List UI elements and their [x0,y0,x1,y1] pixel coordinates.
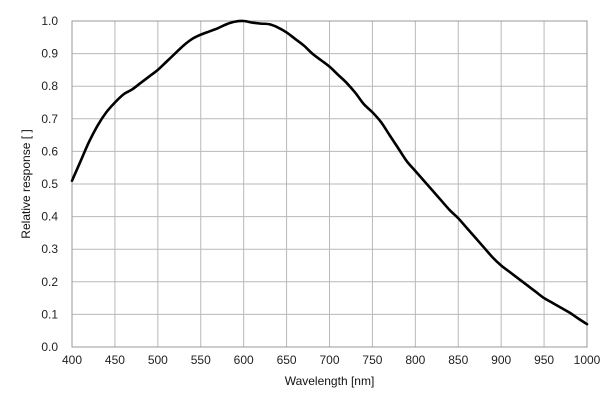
y-tick-label: 0.3 [41,242,58,256]
y-tick-label: 0.7 [41,112,58,126]
y-tick-label: 0.2 [41,275,58,289]
x-tick-label: 450 [105,353,125,367]
y-tick-label: 0.1 [41,307,58,321]
x-tick-label: 850 [448,353,468,367]
y-axis-title: Relative response [ ] [19,129,33,238]
x-tick-label: 950 [534,353,554,367]
x-axis-title: Wavelength [nm] [285,374,375,388]
grid-lines [71,20,588,348]
y-tick-label: 0.8 [41,79,58,93]
y-tick-label: 1.0 [41,14,58,28]
response-curve [70,19,589,326]
y-tick-label: 0.5 [41,177,58,191]
x-axis-ticks: 400 450 500 550 600 650 700 750 800 850 900 950 1000 [62,353,601,367]
x-tick-label: 1000 [574,353,601,367]
plot-area [71,20,588,348]
x-tick-label: 400 [62,353,82,367]
x-tick-label: 550 [191,353,211,367]
x-tick-label: 650 [277,353,297,367]
y-axis-ticks: 0.0 0.1 0.2 0.3 0.4 0.5 0.6 0.7 0.8 0.9 1.0 [41,14,58,354]
y-tick-label: 0.9 [41,47,58,61]
x-tick-label: 800 [405,353,425,367]
y-tick-label: 0.4 [41,210,58,224]
x-tick-label: 900 [491,353,511,367]
x-tick-label: 500 [148,353,168,367]
y-tick-label: 0.0 [41,340,58,354]
x-tick-label: 600 [234,353,254,367]
y-tick-label: 0.6 [41,144,58,158]
x-tick-label: 700 [319,353,339,367]
x-tick-label: 750 [362,353,382,367]
